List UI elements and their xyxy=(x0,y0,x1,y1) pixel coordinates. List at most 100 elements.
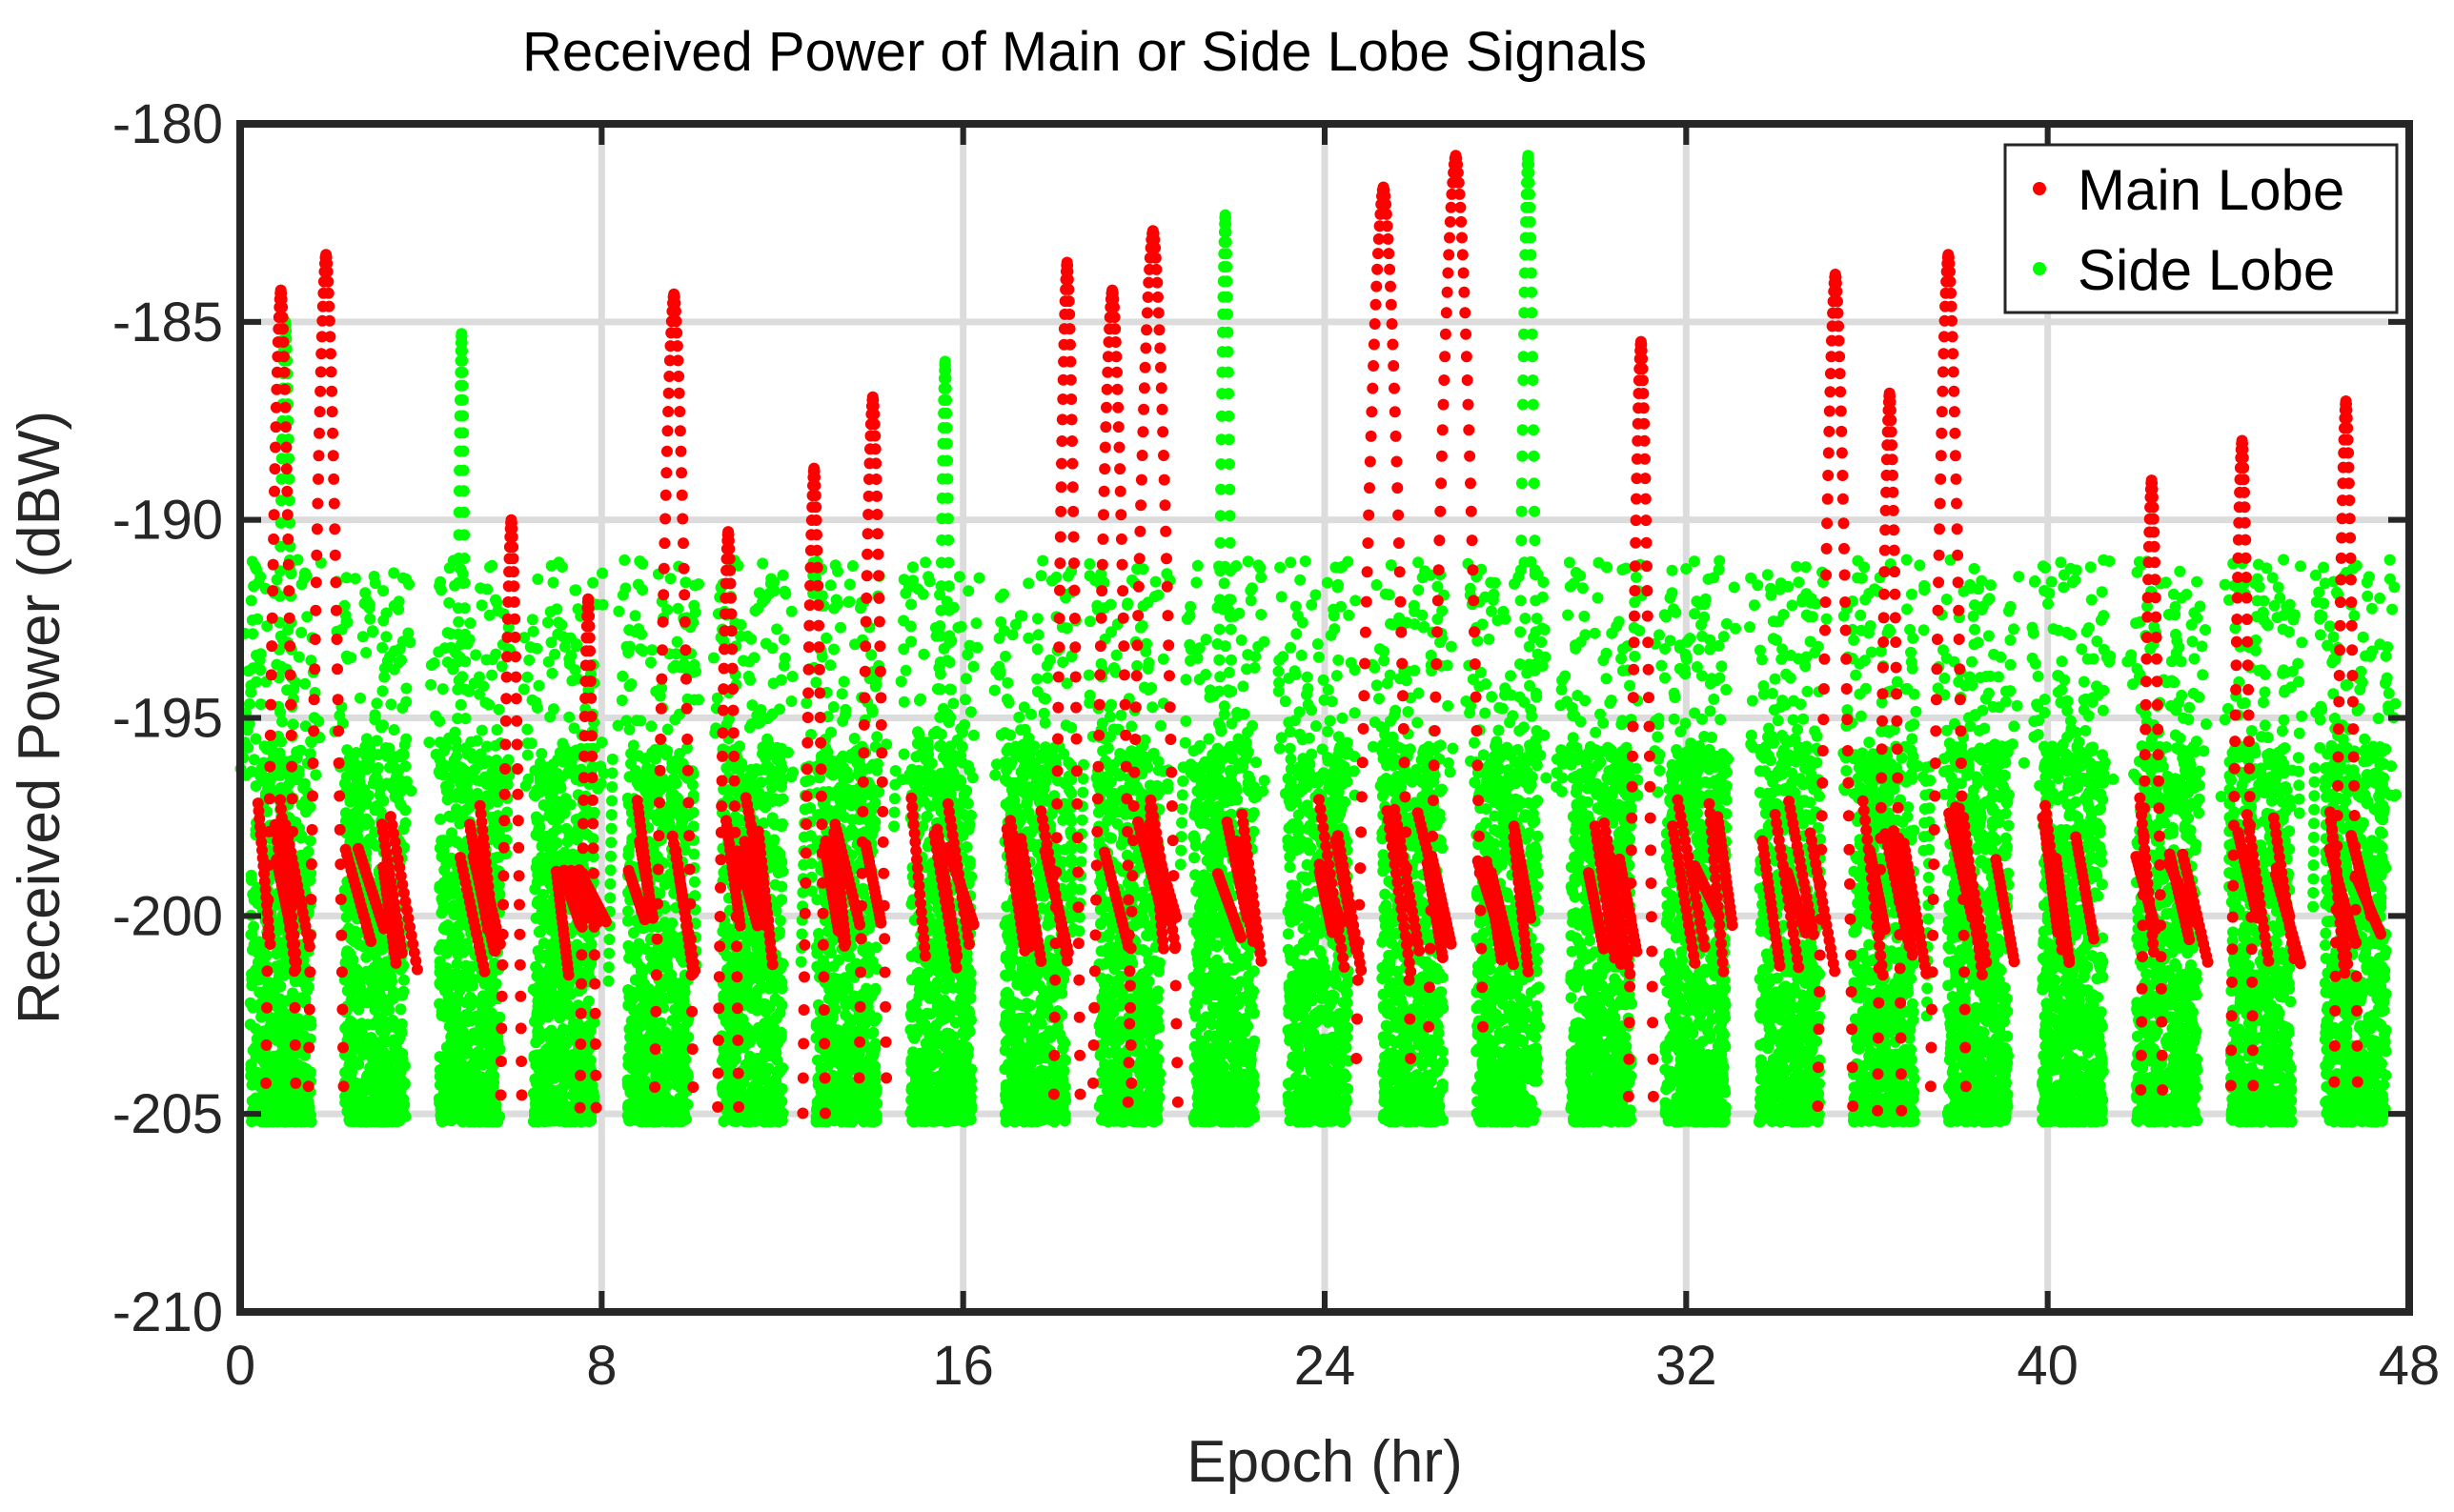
side-lobe-point xyxy=(745,718,758,730)
side-lobe-point xyxy=(636,972,648,984)
side-lobe-point xyxy=(487,1072,499,1083)
side-lobe-point xyxy=(369,1003,381,1016)
side-lobe-point xyxy=(393,603,405,615)
side-lobe-point xyxy=(637,584,649,596)
side-lobe-point xyxy=(486,1116,498,1128)
side-lobe-point xyxy=(766,708,779,720)
side-lobe-point xyxy=(527,1087,539,1099)
side-lobe-point xyxy=(486,669,498,681)
side-lobe-point xyxy=(771,623,783,635)
side-lobe-point xyxy=(722,1111,735,1123)
side-lobe-point xyxy=(622,1099,635,1111)
side-lobe-point xyxy=(469,763,481,776)
side-lobe-point xyxy=(521,737,534,750)
side-lobe-point xyxy=(745,633,758,645)
side-lobe-point xyxy=(304,1068,316,1080)
side-lobe-point xyxy=(248,920,260,933)
side-lobe-point xyxy=(392,1053,404,1065)
side-lobe-point xyxy=(751,1004,763,1017)
side-lobe-point xyxy=(547,576,559,589)
side-lobe-point xyxy=(248,580,260,593)
side-lobe-point xyxy=(634,555,646,567)
side-lobe-point xyxy=(398,776,410,789)
side-lobe-point xyxy=(364,741,376,754)
side-lobe-point xyxy=(388,1093,400,1104)
side-lobe-point xyxy=(562,766,575,778)
side-lobe-point xyxy=(532,896,544,907)
side-lobe-point xyxy=(567,1018,579,1030)
side-lobe-point xyxy=(245,595,257,607)
side-lobe-point xyxy=(660,749,673,761)
side-lobe-point xyxy=(304,1033,316,1045)
side-lobe-point xyxy=(657,1068,669,1080)
side-lobe-point xyxy=(254,664,267,676)
side-lobe-point xyxy=(690,665,701,677)
side-lobe-point xyxy=(770,1114,782,1126)
side-lobe-point xyxy=(532,573,544,585)
side-lobe-point xyxy=(616,695,628,706)
side-lobe-point xyxy=(392,988,404,1000)
side-lobe-point xyxy=(764,577,777,590)
side-lobe-point xyxy=(617,589,629,601)
side-lobe-point xyxy=(437,902,450,915)
side-lobe-point xyxy=(622,905,634,917)
side-lobe-point xyxy=(400,696,413,708)
side-lobe-point xyxy=(485,1082,497,1095)
side-lobe-point xyxy=(646,991,659,1003)
side-lobe-point xyxy=(635,643,647,655)
side-lobe-point xyxy=(246,614,258,626)
side-lobe-point xyxy=(720,982,733,994)
side-lobe-point xyxy=(622,647,635,658)
side-lobe-point xyxy=(383,1004,395,1017)
side-lobe-point xyxy=(435,575,446,588)
side-lobe-point xyxy=(740,1058,752,1071)
side-lobe-point xyxy=(597,567,608,579)
side-lobe-point xyxy=(542,1104,555,1117)
side-lobe-point xyxy=(371,697,383,710)
side-lobe-point xyxy=(533,679,545,692)
side-lobe-point xyxy=(460,959,473,972)
side-lobe-point xyxy=(554,1012,566,1024)
side-lobe-point xyxy=(650,685,662,697)
side-lobe-point xyxy=(294,832,307,844)
side-lobe-point xyxy=(250,780,262,792)
side-lobe-point xyxy=(547,703,559,716)
side-lobe-point xyxy=(447,1067,459,1079)
side-lobe-point xyxy=(747,1080,760,1093)
side-lobe-point xyxy=(251,675,262,688)
side-lobe-point xyxy=(373,762,384,774)
side-lobe-point xyxy=(476,1071,488,1083)
side-lobe-point xyxy=(367,626,379,638)
side-lobe-point xyxy=(360,647,373,658)
side-lobe-point xyxy=(370,774,382,786)
side-lobe-point xyxy=(340,779,353,792)
side-lobe-point xyxy=(263,1114,275,1126)
side-lobe-point xyxy=(353,1003,365,1016)
side-lobe-point xyxy=(351,1095,363,1107)
side-lobe-point xyxy=(442,919,454,931)
side-lobe-point xyxy=(293,1058,305,1071)
side-lobe-point xyxy=(248,938,260,951)
side-lobe-point xyxy=(544,606,557,618)
side-lobe-point xyxy=(383,742,395,755)
side-lobe-point xyxy=(491,724,503,736)
side-lobe-point xyxy=(355,692,366,704)
side-lobe-point xyxy=(665,790,678,801)
side-lobe-point xyxy=(492,605,504,616)
side-lobe-point xyxy=(454,761,466,774)
side-lobe-point xyxy=(640,1113,653,1125)
side-lobe-point xyxy=(679,576,692,589)
side-lobe-point xyxy=(474,688,485,700)
side-lobe-point xyxy=(748,652,761,664)
side-lobe-point xyxy=(533,994,544,1006)
side-lobe-point xyxy=(541,1091,554,1103)
side-lobe-point xyxy=(304,748,316,760)
side-lobe-point xyxy=(384,978,396,990)
side-lobe-point xyxy=(865,1028,878,1040)
side-lobe-point xyxy=(371,799,383,812)
side-lobe-point xyxy=(675,1064,687,1076)
side-lobe-point xyxy=(761,760,772,773)
side-lobe-point xyxy=(261,1098,274,1110)
side-lobe-point xyxy=(521,671,534,683)
side-lobe-point xyxy=(734,740,745,753)
